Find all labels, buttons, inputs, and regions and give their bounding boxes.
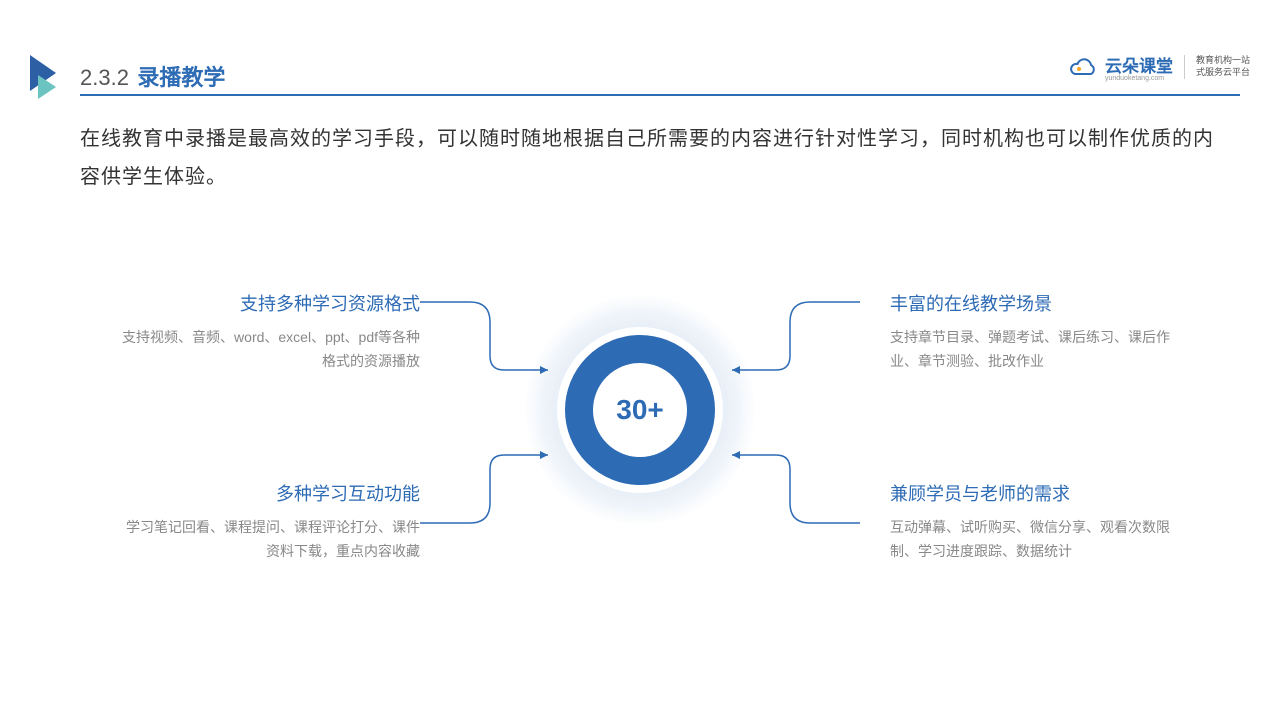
title-bar: 2.3.2 录播教学 <box>80 60 225 92</box>
feature-desc: 互动弹幕、试听购买、微信分享、观看次数限制、学习进度跟踪、数据统计 <box>890 516 1190 564</box>
feature-top-left: 支持多种学习资源格式 支持视频、音频、word、excel、ppt、pdf等各种… <box>120 290 420 374</box>
center-ring: 30+ <box>565 335 715 485</box>
slide-header: 2.3.2 录播教学 云朵课堂 yunduoketang.com 教育机构一站 … <box>0 30 1280 90</box>
feature-desc: 学习笔记回看、课程提问、课程评论打分、课件资料下载，重点内容收藏 <box>120 516 420 564</box>
feature-title: 支持多种学习资源格式 <box>120 290 420 316</box>
feature-bottom-right: 兼顾学员与老师的需求 互动弹幕、试听购买、微信分享、观看次数限制、学习进度跟踪、… <box>890 480 1190 564</box>
feature-bottom-left: 多种学习互动功能 学习笔记回看、课程提问、课程评论打分、课件资料下载，重点内容收… <box>120 480 420 564</box>
feature-title: 丰富的在线教学场景 <box>890 290 1190 316</box>
brand-name: 云朵课堂 <box>1105 52 1173 77</box>
intro-paragraph: 在线教育中录播是最高效的学习手段，可以随时随地根据自己所需要的内容进行针对性学习… <box>80 120 1220 196</box>
brand-tag-1: 教育机构一站 <box>1196 55 1250 67</box>
feature-desc: 支持章节目录、弹题考试、课后练习、课后作业、章节测验、批改作业 <box>890 326 1190 374</box>
brand-url: yunduoketang.com <box>1105 75 1173 82</box>
section-number: 2.3.2 <box>80 65 129 90</box>
play-icon <box>30 55 56 91</box>
logo-divider <box>1184 55 1185 79</box>
brand-tag-2: 式服务云平台 <box>1196 67 1250 79</box>
center-value: 30+ <box>616 394 664 426</box>
center-halo: 30+ <box>525 295 755 525</box>
feature-title: 兼顾学员与老师的需求 <box>890 480 1190 506</box>
feature-desc: 支持视频、音频、word、excel、ppt、pdf等各种格式的资源播放 <box>120 326 420 374</box>
section-title: 录播教学 <box>137 65 225 90</box>
feature-diagram: 30+ 支持多种学习资源格式 支持视频、音频、word、excel、ppt、pd… <box>0 250 1280 650</box>
cloud-icon <box>1069 57 1099 77</box>
brand-logo: 云朵课堂 yunduoketang.com 教育机构一站 式服务云平台 <box>1069 52 1250 82</box>
title-underline <box>80 94 1240 96</box>
feature-title: 多种学习互动功能 <box>120 480 420 506</box>
feature-top-right: 丰富的在线教学场景 支持章节目录、弹题考试、课后练习、课后作业、章节测验、批改作… <box>890 290 1190 374</box>
